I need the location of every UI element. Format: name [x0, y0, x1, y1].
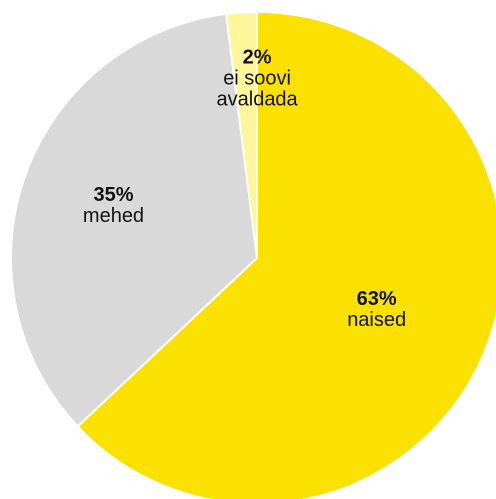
slice-name-ei-soovi-avaldada-line2: avaldada	[216, 88, 298, 111]
pie-slice-ei-soovi-avaldada	[225, 11, 258, 259]
slice-label-mehed: 35% mehed	[83, 185, 144, 227]
slice-name-naised: naised	[347, 308, 407, 331]
pie-slice-mehed	[10, 12, 258, 428]
slice-name-ei-soovi-avaldada-line1: ei soovi	[223, 67, 291, 90]
slice-percent-ei-soovi-avaldada: 2%	[242, 46, 272, 69]
slice-label-ei-soovi-avaldada: 2% ei soovi avaldada	[216, 46, 298, 111]
slice-percent-mehed: 35%	[93, 184, 134, 207]
slice-name-mehed: mehed	[82, 205, 145, 228]
pie-slice-naised	[76, 11, 496, 499]
slice-label-naised: 63% naised	[347, 287, 407, 331]
slice-percent-naised: 63%	[356, 287, 397, 310]
